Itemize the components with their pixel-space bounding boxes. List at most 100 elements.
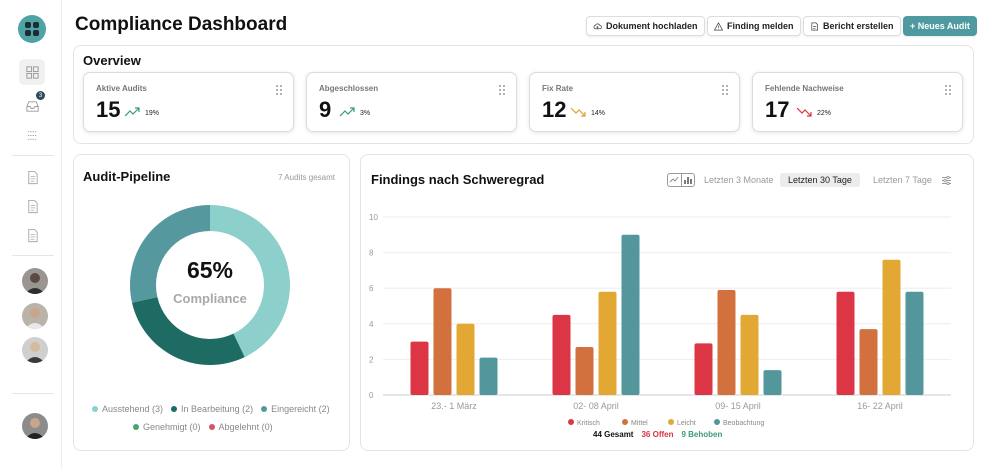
kpi-label: Aktive Audits [96, 84, 147, 93]
drag-handle-icon[interactable] [275, 84, 283, 96]
legend-item-in-progress[interactable]: In Bearbeitung (2) [171, 404, 253, 414]
filter-settings-icon[interactable] [941, 175, 952, 186]
trend-down-icon [570, 107, 586, 117]
bar-chart-icon[interactable] [680, 174, 695, 186]
compliance-donut-chart [130, 205, 290, 365]
kpi-card-active-audits[interactable]: Aktive Audits 15 19% [83, 72, 294, 132]
kpi-value: 12 [542, 97, 567, 122]
bar-leicht-0[interactable] [456, 323, 475, 395]
document-icon [27, 170, 38, 184]
bar-beobachtung-0[interactable] [479, 357, 498, 395]
checklist-icon [27, 130, 37, 140]
legend-label: In Bearbeitung (2) [181, 404, 254, 414]
cloud-upload-icon [593, 23, 602, 29]
bar-mittel-3[interactable] [859, 329, 878, 395]
document-icon [27, 199, 38, 213]
sidebar-item-dashboard[interactable] [19, 59, 45, 85]
kpi-value: 9 [319, 97, 332, 122]
new-audit-button[interactable]: + Neues Audit [903, 16, 977, 36]
legend-label: Eingereicht (2) [271, 404, 330, 414]
pipeline-legend-row-2: Genehmigt (0) Abgelehnt (0) [133, 422, 273, 432]
upload-document-button[interactable]: Dokument hochladen [586, 16, 705, 36]
sidebar-item-inbox[interactable]: 3 [21, 91, 45, 117]
bar-leicht-1[interactable] [598, 291, 617, 395]
drag-handle-icon[interactable] [498, 84, 506, 96]
summary-fixed: 9 Behoben [681, 430, 723, 439]
sidebar-item-document-1[interactable] [21, 166, 43, 188]
range-tab-30-days[interactable]: Letzten 30 Tage [780, 173, 860, 187]
kpi-card-missing-evidence[interactable]: Fehlende Nachweise 17 22% [752, 72, 963, 132]
team-avatar-3[interactable] [22, 337, 48, 363]
bar-leicht-2[interactable] [740, 314, 759, 395]
legend-dot-mittel [622, 419, 628, 425]
kpi-label: Fix Rate [542, 84, 574, 93]
team-avatar-2[interactable] [22, 303, 48, 329]
kpi-percent: 22% [817, 110, 832, 117]
legend-item-pending[interactable]: Ausstehend (3) [92, 404, 163, 414]
report-finding-button[interactable]: Finding melden [707, 16, 801, 36]
bar-kritisch-2[interactable] [694, 343, 713, 395]
overview-panel: Overview Aktive Audits 15 19% Abgeschlos… [73, 45, 974, 144]
kpi-card-fix-rate[interactable]: Fix Rate 12 14% [529, 72, 740, 132]
dashboard-icon [25, 65, 39, 79]
legend-dot [133, 424, 139, 430]
pipeline-legend-row-1: Ausstehend (3) In Bearbeitung (2) Einger… [92, 404, 330, 414]
sidebar-item-document-3[interactable] [21, 224, 43, 246]
donut-segment-ausstehend[interactable] [210, 205, 290, 358]
y-tick-label: 2 [369, 355, 374, 364]
legend-dot-leicht [668, 419, 674, 425]
y-tick-label: 4 [369, 320, 374, 329]
range-tab-3-months[interactable]: Letzten 3 Monate [704, 175, 774, 185]
compliance-label: Compliance [173, 291, 247, 306]
compliance-percent: 65% [186, 257, 234, 283]
line-chart-icon[interactable] [668, 174, 681, 186]
legend-item-submitted[interactable]: Eingereicht (2) [261, 404, 330, 414]
bar-beobachtung-2[interactable] [763, 370, 782, 395]
findings-title: Findings nach Schweregrad [371, 172, 545, 187]
y-tick-label: 10 [369, 213, 378, 222]
bar-mittel-2[interactable] [717, 289, 736, 395]
bar-mittel-1[interactable] [575, 346, 594, 395]
legend-item-approved[interactable]: Genehmigt (0) [133, 422, 201, 432]
legend-label-kritisch[interactable]: Kritisch [577, 420, 600, 427]
sidebar-item-document-2[interactable] [21, 195, 43, 217]
donut-segment-eingereicht[interactable] [130, 205, 210, 303]
chart-type-toggle[interactable] [667, 173, 695, 187]
create-report-label: Bericht erstellen [823, 21, 894, 31]
notification-badge: 3 [36, 91, 45, 100]
legend-label-leicht[interactable]: Leicht [677, 420, 696, 427]
bar-mittel-0[interactable] [433, 288, 452, 395]
create-report-button[interactable]: Bericht erstellen [803, 16, 901, 36]
x-tick-label: 23.- 1 März [431, 401, 477, 411]
summary-open: 36 Offen [641, 430, 674, 439]
legend-dot [208, 424, 215, 430]
trend-up-icon [124, 107, 140, 117]
user-avatar[interactable] [22, 413, 48, 439]
y-tick-label: 0 [369, 391, 374, 400]
team-avatar-1[interactable] [22, 268, 48, 294]
bar-kritisch-1[interactable] [552, 314, 571, 395]
range-tab-7-days[interactable]: Letzten 7 Tage [873, 175, 932, 185]
legend-dot-kritisch [568, 419, 574, 425]
sidebar-item-checklist[interactable] [21, 124, 43, 146]
legend-label-mittel[interactable]: Mittel [631, 420, 648, 427]
kpi-percent: 14% [591, 110, 606, 117]
bar-beobachtung-1[interactable] [621, 234, 640, 395]
report-finding-label: Finding melden [727, 21, 794, 31]
kpi-card-completed[interactable]: Abgeschlossen 9 3% [306, 72, 517, 132]
drag-handle-icon[interactable] [944, 84, 952, 96]
legend-item-rejected[interactable]: Abgelehnt (0) [208, 422, 273, 432]
logo-icon [25, 22, 39, 36]
kpi-label: Abgeschlossen [319, 84, 379, 93]
bar-kritisch-0[interactable] [410, 341, 429, 395]
bar-kritisch-3[interactable] [836, 291, 855, 395]
findings-summary: 44 Gesamt 36 Offen 9 Behoben [593, 430, 722, 439]
drag-handle-icon[interactable] [721, 84, 729, 96]
bar-leicht-3[interactable] [882, 259, 901, 395]
sidebar-divider [12, 155, 54, 156]
legend-label-beobachtung[interactable]: Beobachtung [723, 420, 764, 427]
bar-beobachtung-3[interactable] [905, 291, 924, 395]
report-icon [811, 22, 819, 30]
app-logo[interactable] [18, 15, 46, 43]
donut-segment-in-bearbeitung[interactable] [132, 297, 245, 365]
